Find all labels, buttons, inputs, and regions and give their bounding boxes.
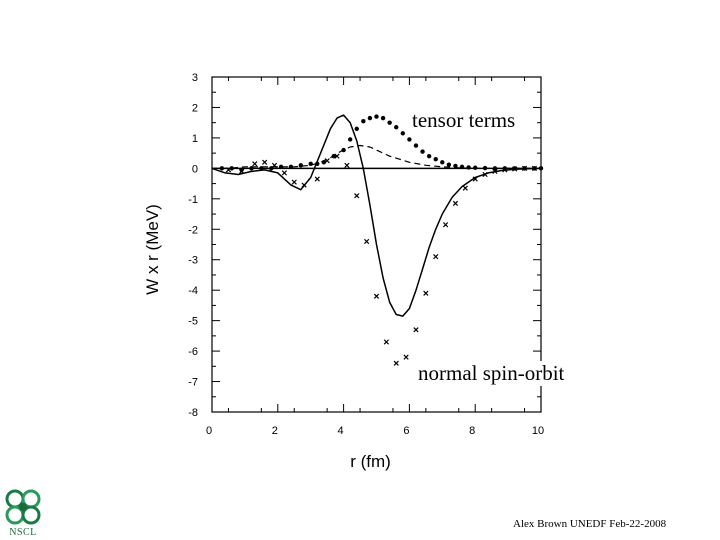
dot-point (288, 164, 294, 170)
dot-point (219, 166, 225, 171)
cross-point (225, 167, 232, 173)
y-tick-label: -3 (188, 255, 198, 267)
cross-point (383, 339, 389, 345)
dot-point (466, 165, 471, 170)
y-tick-label: -4 (188, 285, 198, 297)
x-tick-label: 8 (469, 425, 475, 437)
dot-point (426, 153, 432, 159)
cross-point (364, 238, 370, 245)
dot-point (538, 166, 544, 171)
dot-point (433, 157, 438, 162)
x-tick-label: 6 (403, 425, 409, 437)
cross-point (281, 170, 288, 176)
dot-point (446, 162, 452, 167)
cross-point (462, 185, 468, 191)
cross-point (472, 176, 478, 182)
dot-point (249, 166, 254, 171)
dot-point (380, 115, 386, 121)
footer-credit: Alex Brown UNEDF Feb-22-2008 (513, 518, 667, 530)
cross-point (238, 168, 245, 175)
dot-point (440, 160, 445, 165)
y-tick-label: 3 (192, 72, 198, 84)
cross-point (262, 159, 268, 165)
series-dashed-line (212, 144, 541, 169)
dot-point (347, 137, 353, 142)
dot-point (453, 163, 458, 169)
dot-point (308, 161, 313, 166)
cross-point (521, 165, 528, 171)
x-tick-label: 0 (206, 425, 212, 437)
y-tick-label: -5 (188, 316, 198, 328)
cross-point (354, 193, 360, 199)
dot-point (321, 160, 327, 165)
y-tick-label: 1 (192, 133, 198, 145)
y-tick-label: -7 (188, 377, 198, 389)
x-tick-label: 4 (338, 425, 344, 437)
dot-point (473, 165, 478, 170)
dot-point (331, 153, 336, 159)
y-tick-label: 0 (192, 163, 198, 175)
dot-point (361, 118, 366, 124)
cross-point (413, 327, 419, 333)
cross-point (393, 360, 399, 366)
cross-point (334, 153, 340, 159)
annotation-normal-spin-orbit: normal spin-orbit (416, 361, 567, 386)
cross-point (252, 161, 258, 167)
cross-point (512, 166, 518, 172)
cross-point (291, 179, 297, 185)
annotation-tensor-terms: tensor terms (410, 108, 518, 133)
series-solid-line (211, 114, 542, 317)
cross-point (403, 354, 409, 360)
dot-point (374, 114, 379, 119)
y-tick-label: 2 (192, 102, 198, 114)
cross-point (423, 290, 429, 296)
cross-point (442, 222, 449, 228)
x-tick-label: 10 (532, 425, 544, 437)
y-tick-label: -6 (188, 346, 198, 358)
cross-point (314, 176, 320, 182)
dot-point (341, 147, 346, 153)
cross-point (502, 167, 508, 173)
dot-point (298, 163, 304, 168)
dot-point (400, 131, 406, 136)
dot-point (482, 165, 488, 171)
cross-point (373, 293, 380, 299)
dot-point (259, 166, 264, 171)
logo-text: NSCL (9, 527, 37, 538)
dot-point (413, 143, 419, 148)
cross-point (482, 171, 488, 178)
dot-point (407, 137, 412, 142)
y-tick-label: -1 (188, 194, 198, 206)
cross-point (492, 168, 498, 175)
cross-point (301, 182, 307, 188)
dot-point (229, 166, 234, 171)
x-axis-label: r (fm) (350, 452, 391, 471)
cross-point (531, 165, 538, 171)
dot-point (354, 126, 359, 131)
cross-point (433, 254, 439, 260)
cross-point (271, 162, 278, 168)
dot-point (315, 161, 320, 166)
dot-point (367, 115, 373, 121)
y-tick-label: -2 (188, 224, 198, 236)
dot-point (420, 149, 425, 154)
cross-point (452, 200, 459, 207)
y-tick-label: -8 (188, 407, 198, 419)
nscl-logo-icon (2, 486, 44, 538)
dot-point (394, 125, 399, 130)
x-tick-label: 2 (272, 425, 278, 437)
cross-point (324, 158, 330, 164)
dot-point (387, 120, 392, 125)
y-axis-label: W x r (MeV) (143, 204, 162, 295)
dot-point (459, 164, 465, 170)
dot-point (278, 164, 284, 170)
cross-point (344, 162, 350, 168)
